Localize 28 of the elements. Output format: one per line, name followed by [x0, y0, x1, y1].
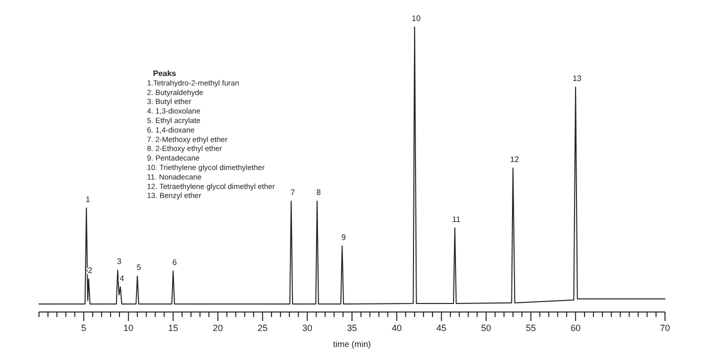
annotation: 4 — [120, 274, 125, 283]
annotation: 7 — [290, 188, 296, 198]
x-tick-label: 60 — [570, 323, 581, 333]
x-tick-label: 45 — [436, 323, 446, 333]
x-tick-label: 40 — [392, 323, 402, 333]
annotation: 9 — [341, 232, 346, 242]
x-axis-title: time (min) — [333, 339, 372, 349]
annotation: 6 — [172, 258, 178, 267]
annotation: 10 — [412, 14, 422, 23]
annotation: 11 — [452, 214, 462, 224]
x-tick-label: 10 — [123, 323, 134, 333]
x-tick-label: 70 — [660, 323, 670, 333]
x-tick-label: 50 — [481, 323, 492, 333]
annotation: 2 — [88, 266, 93, 275]
annotation: 3 — [116, 257, 122, 266]
annotation: 13 — [572, 74, 582, 84]
annotation: 12 — [510, 155, 520, 164]
x-tick-label: 25 — [258, 323, 268, 333]
x-tick-label: 15 — [168, 323, 178, 333]
x-tick-label: 30 — [302, 323, 312, 333]
annotation: Peaks — [153, 69, 177, 78]
x-tick-label: 35 — [346, 323, 358, 333]
annotation: 1 — [86, 194, 91, 204]
x-tick-label: 5 — [81, 323, 86, 333]
x-tick-label: 20 — [212, 323, 223, 333]
annotation: 5 — [136, 263, 142, 272]
x-tick-label: 55 — [526, 323, 536, 333]
annotation: 8 — [316, 188, 322, 198]
